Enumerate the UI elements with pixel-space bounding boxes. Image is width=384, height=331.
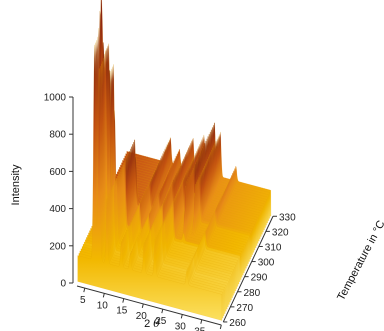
x-tick-mark <box>83 287 86 293</box>
x-tick-label: 10 <box>97 300 109 311</box>
x-tick-mark <box>219 324 222 330</box>
z-tick-label: 0 <box>60 279 66 290</box>
axes <box>72 97 274 326</box>
x-tick-mark <box>161 309 164 314</box>
surface <box>77 0 272 321</box>
x-tick-label: 25 <box>155 316 167 327</box>
x-tick-mark <box>200 319 203 324</box>
x-tick-mark <box>180 314 183 319</box>
y-tick-label: 290 <box>251 273 268 284</box>
x-tick-mark <box>102 293 105 298</box>
x-tick-mark <box>122 298 125 303</box>
y-axis-label: Temperature in °C <box>335 219 384 303</box>
y-tick-label: 330 <box>279 212 296 223</box>
tick-labels: 0200400600800100051015202530354026027028… <box>44 93 296 331</box>
x-axis-line <box>76 285 222 326</box>
x-axis-label-symbol: θ <box>153 317 160 330</box>
x-axis-label-prefix: 2 <box>144 318 150 330</box>
z-tick-label: 200 <box>49 241 66 252</box>
x-tick-label: 30 <box>175 321 187 331</box>
x-axis-label: 2 θ <box>144 317 160 330</box>
y-tick-label: 300 <box>258 258 275 269</box>
x-tick-label: 35 <box>194 327 206 331</box>
z-tick-label: 1000 <box>44 93 67 104</box>
y-tick-label: 280 <box>244 288 261 299</box>
x-tick-mark <box>141 303 144 309</box>
z-tick-label: 600 <box>49 167 66 178</box>
y-axis-line <box>222 216 274 323</box>
surface-slice <box>77 44 223 321</box>
y-tick-label: 260 <box>229 318 246 329</box>
x-tick-label: 15 <box>116 306 128 317</box>
x-tick-label: 20 <box>136 311 148 322</box>
y-tick-label: 310 <box>265 242 282 253</box>
surface-slice <box>80 36 226 314</box>
z-tick-label: 400 <box>49 204 66 215</box>
z-tick-label: 800 <box>49 130 66 141</box>
y-tick-label: 320 <box>272 227 289 238</box>
x-tick-label: 5 <box>80 295 86 306</box>
y-tick-label: 270 <box>236 303 253 314</box>
surface-slice <box>78 42 224 319</box>
z-axis-label: Intensity <box>10 164 22 205</box>
surface-slice <box>79 40 225 317</box>
